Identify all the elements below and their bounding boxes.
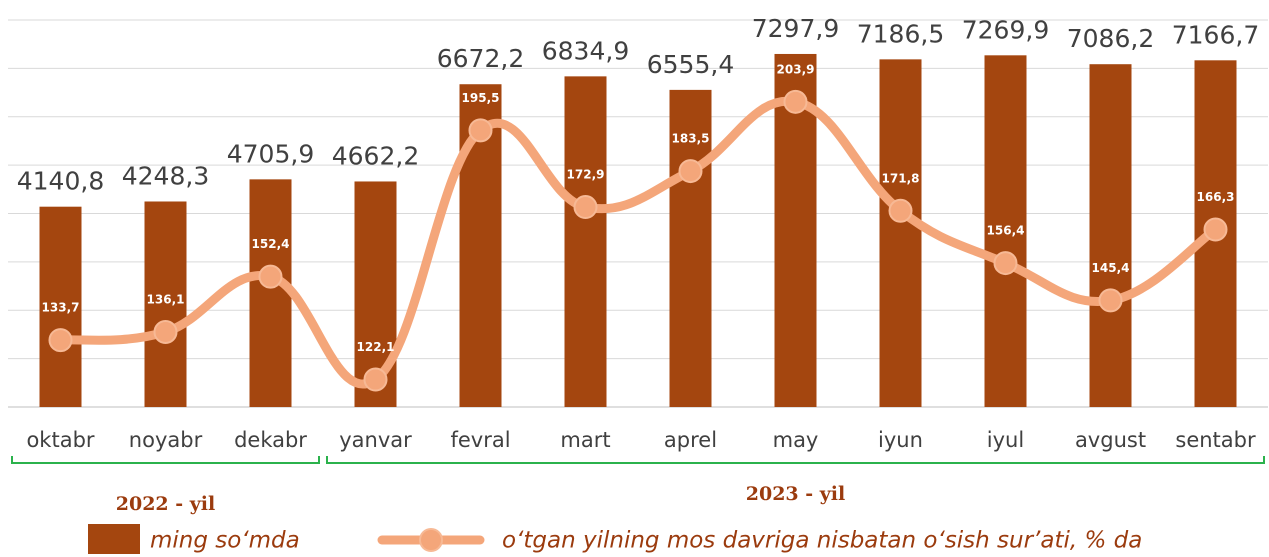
- line-marker: [1098, 288, 1123, 313]
- group-bracket: [11, 456, 320, 464]
- group-label: 2022 - yil: [116, 493, 215, 515]
- x-tick-label: may: [773, 428, 819, 452]
- bar-value-label: 4662,2: [332, 141, 419, 170]
- line-value-label: 156,4: [987, 224, 1025, 238]
- x-tick-label: sentabr: [1175, 428, 1256, 452]
- line-marker: [993, 251, 1018, 276]
- legend-label: o‘tgan yilning mos davriga nisbatan o‘si…: [502, 528, 1142, 554]
- line-marker: [153, 319, 178, 344]
- line-value-label: 183,5: [672, 132, 710, 146]
- line-marker: [1203, 217, 1228, 242]
- line-value-label: 122,1: [357, 340, 395, 354]
- line-value-label: 171,8: [882, 171, 920, 185]
- x-tick-label: iyun: [878, 428, 923, 452]
- bar: [564, 76, 607, 408]
- x-tick-label: fevral: [450, 428, 510, 452]
- bar-value-label: 7297,9: [752, 14, 839, 43]
- x-tick-label: mart: [560, 428, 610, 452]
- group-bracket: [326, 456, 1265, 464]
- line-value-label: 145,4: [1092, 261, 1130, 275]
- x-tick-label: noyabr: [129, 428, 203, 452]
- bar-value-label: 7269,9: [962, 15, 1049, 44]
- x-tick-label: yanvar: [339, 428, 412, 452]
- x-tick-label: oktabr: [26, 428, 94, 452]
- line-value-label: 195,5: [462, 91, 500, 105]
- bar-value-label: 6672,2: [437, 44, 524, 73]
- bar-value-label: 6834,9: [542, 36, 629, 65]
- line-value-label: 133,7: [42, 301, 80, 315]
- bar: [249, 179, 292, 407]
- bar-value-label: 4705,9: [227, 139, 314, 168]
- bar: [879, 59, 922, 408]
- line-marker: [258, 264, 283, 289]
- bar-value-label: 7166,7: [1172, 20, 1259, 49]
- x-tick-label: avgust: [1075, 428, 1146, 452]
- bar-value-label: 6555,4: [647, 50, 734, 79]
- bar: [39, 206, 82, 407]
- legend-label: ming so‘mda: [150, 528, 300, 554]
- line-marker: [468, 118, 493, 143]
- line-value-label: 136,1: [147, 292, 185, 306]
- bar-value-label: 7186,5: [857, 19, 944, 48]
- line-value-label: 203,9: [777, 62, 815, 76]
- legend-swatch-marker: [419, 528, 443, 552]
- group-label: 2023 - yil: [746, 483, 845, 505]
- x-tick-label: dekabr: [234, 428, 307, 452]
- bar-value-label: 4248,3: [122, 161, 209, 190]
- bar: [669, 89, 712, 408]
- bar-value-label: 4140,8: [17, 167, 104, 196]
- bar: [144, 201, 187, 407]
- bar-value-label: 7086,2: [1067, 24, 1154, 53]
- line-marker: [678, 159, 703, 184]
- line-marker: [783, 89, 808, 114]
- line-marker: [48, 328, 73, 353]
- line-value-label: 166,3: [1197, 190, 1235, 204]
- x-tick-label: iyul: [987, 428, 1024, 452]
- bar: [1089, 64, 1132, 407]
- line-marker: [573, 195, 598, 220]
- bar: [984, 55, 1027, 407]
- line-marker: [363, 367, 388, 392]
- line-marker: [888, 198, 913, 223]
- line-value-label: 172,9: [567, 168, 605, 182]
- x-tick-label: aprel: [664, 428, 717, 452]
- legend-swatch: [88, 524, 140, 554]
- line-value-label: 152,4: [252, 237, 290, 251]
